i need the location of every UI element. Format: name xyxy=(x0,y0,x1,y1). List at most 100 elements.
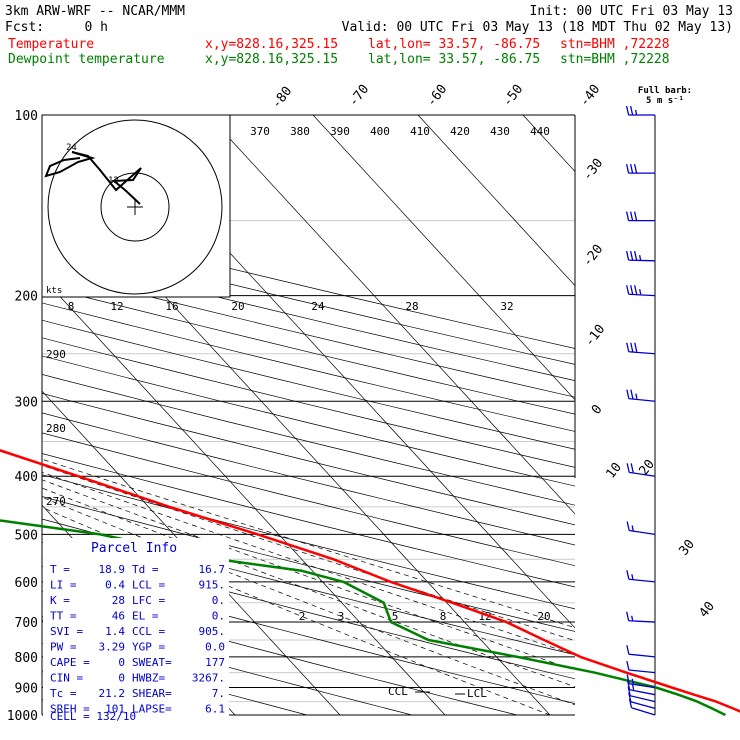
isotherm-label-bottom-7: -30 xyxy=(580,156,606,184)
wind-barb xyxy=(626,674,656,689)
parcel-key-left: CIN = xyxy=(50,672,83,685)
theta-label-0: 290 xyxy=(46,348,66,361)
hodograph-trace xyxy=(44,151,142,205)
dry-adiabat-450 xyxy=(42,237,575,365)
dry-adiabat-390 xyxy=(42,337,575,468)
wind-barb-flag xyxy=(630,342,634,352)
init-time: Init: 00 UTC Fri 03 May 13 xyxy=(530,4,734,19)
model-title: 3km ARW-WRF -- NCAR/MMM xyxy=(5,4,185,19)
parcel-value-left: 21.2 xyxy=(99,687,126,700)
wind-barb-flag xyxy=(626,674,630,684)
isotherm-20 xyxy=(207,115,575,515)
parcel-value-right: 177 xyxy=(205,656,225,669)
pressure-tick-300: 300 xyxy=(15,395,38,410)
dry-adiabat-310 xyxy=(42,496,575,632)
wind-barb-staff xyxy=(629,471,656,477)
wind-barb xyxy=(626,570,656,583)
parcel-key-right: LCL = xyxy=(132,579,165,592)
dry-adiabat-280 xyxy=(42,565,575,704)
parcel-value-left: 46 xyxy=(112,610,125,623)
dry-adiabat-440 xyxy=(42,253,575,381)
ccl-marker-label: CCL xyxy=(388,685,408,698)
wind-barb-flag xyxy=(625,251,630,261)
wind-barb xyxy=(625,164,655,174)
parcel-key-right: EL = xyxy=(132,610,159,623)
hodograph: 12 24 kts xyxy=(41,114,231,298)
wind-barb xyxy=(626,521,656,536)
pressure-tick-100: 100 xyxy=(15,109,38,124)
temperature-station: stn=BHM ,72228 xyxy=(560,37,670,52)
wind-barb-staff xyxy=(631,707,656,716)
mixing-ratio-label-top-4: 24 xyxy=(311,300,325,313)
wind-barb-flag xyxy=(633,211,638,221)
dry-adiabat-330 xyxy=(42,453,575,588)
wind-barb-flag xyxy=(628,692,632,702)
wind-barb xyxy=(626,660,656,674)
parcel-value-right: 915. xyxy=(199,579,226,592)
wind-barb-flag xyxy=(627,686,631,696)
mixing-ratio-label-top-1: 12 xyxy=(110,300,123,313)
dewpoint-station: stn=BHM ,72228 xyxy=(560,52,670,67)
wind-barb-flag xyxy=(630,463,634,473)
valid-time: Valid: 00 UTC Fri 03 May 13 (18 MDT Thu … xyxy=(342,20,733,35)
pressure-tick-400: 400 xyxy=(15,470,38,485)
moist-adiabat-0 xyxy=(42,506,551,715)
wind-barb-half xyxy=(631,678,634,684)
parcel-value-right: 0.0 xyxy=(205,641,225,654)
pressure-tick-600: 600 xyxy=(15,576,38,591)
isotherm-40 xyxy=(417,115,575,287)
parcel-key-left: PW = xyxy=(50,641,77,654)
mixing-ratio-label-top-6: 32 xyxy=(500,300,513,313)
parcel-value-left: 1.4 xyxy=(105,625,125,638)
wind-barb-half xyxy=(638,255,642,261)
temperature-line xyxy=(0,449,740,713)
wind-barb-half xyxy=(635,393,638,399)
mixing-ratio-label-low-3: 8 xyxy=(440,610,447,623)
hodograph-units: kts xyxy=(46,286,62,296)
wind-barbs xyxy=(625,105,656,716)
hodograph-ring-outer xyxy=(47,119,223,295)
isotherm-label-bottom-3: 10 xyxy=(604,460,625,482)
parcel-value-right: 3267. xyxy=(192,672,225,685)
parcel-key-right: SWEAT= xyxy=(132,656,172,669)
isotherm-label-top-4: -40 xyxy=(577,82,603,110)
parcel-value-right: 0. xyxy=(212,610,225,623)
dry-adiabat-420 xyxy=(42,285,575,415)
wind-barb-flag xyxy=(633,251,638,261)
temperature-latlon: lat,lon= 33.57, -86.75 xyxy=(368,37,540,52)
barb-key-units: 5 m s⁻¹ xyxy=(646,96,684,106)
mixing-ratio-label-low-5: 20 xyxy=(537,610,550,623)
theta-label-2: 270 xyxy=(46,495,66,508)
wind-barb-staff xyxy=(630,701,656,710)
wind-barb-flag xyxy=(626,680,631,690)
temperature-xy: x,y=828.16,325.15 xyxy=(205,37,338,52)
dewpoint-xy: x,y=828.16,325.15 xyxy=(205,52,338,67)
theta-e-label-2: 390 xyxy=(330,125,350,138)
wind-barb-staff xyxy=(628,620,656,623)
parcel-info-panel: Parcel Info T = 18.9 Td = 16.7 LI = 0.4 LCL = 9… xyxy=(43,538,229,723)
parcel-key-left: T = xyxy=(50,563,70,576)
wind-barb-half xyxy=(631,574,634,580)
wind-barb xyxy=(626,285,656,297)
parcel-key-right: HWBZ= xyxy=(132,672,165,685)
theta-e-label-5: 420 xyxy=(450,125,470,138)
parcel-key-left: K = xyxy=(50,594,70,607)
parcel-value-left: 28 xyxy=(112,594,125,607)
wind-barb-staff xyxy=(630,695,656,703)
dry-adiabat-430 xyxy=(42,269,575,398)
parcel-value-right: 16.7 xyxy=(199,563,226,576)
wind-barb-flag xyxy=(626,645,630,655)
lcl-marker-label: LCL xyxy=(467,687,487,700)
isotherm-label-bottom-6: -20 xyxy=(580,242,606,270)
wind-barb-flag xyxy=(626,285,630,295)
isotherm-label-bottom-4: 0 xyxy=(589,402,606,417)
isotherm-label-top-3: -50 xyxy=(500,82,526,110)
wind-barb-half xyxy=(639,289,642,295)
wind-barb xyxy=(628,692,656,710)
wind-barb xyxy=(627,686,656,703)
dry-adiabat-270 xyxy=(42,590,517,715)
wind-barb-flag xyxy=(633,164,638,174)
mixing-ratio-label-top-5: 28 xyxy=(405,300,418,313)
dry-adiabat-400 xyxy=(42,319,575,450)
theta-e-label-0: 370 xyxy=(250,125,270,138)
